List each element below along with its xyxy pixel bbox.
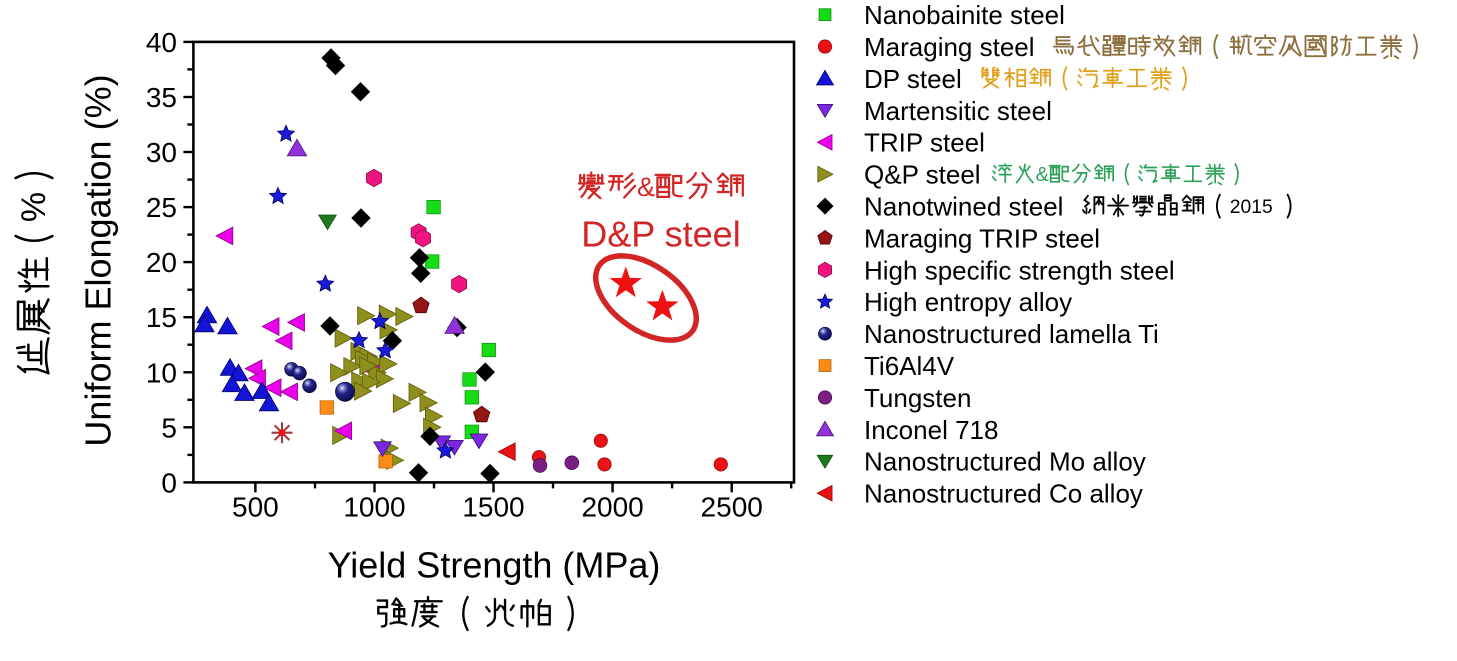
svg-text:TRIP steel: TRIP steel [864,128,985,158]
svg-text:Nanostructured Co alloy: Nanostructured Co alloy [864,479,1143,509]
svg-text:10: 10 [146,357,177,388]
svg-text:20: 20 [146,247,177,278]
svg-text:Nanotwined steel: Nanotwined steel [864,192,1063,222]
svg-text:Nanostructured lamella Ti: Nanostructured lamella Ti [864,319,1159,349]
svg-text:Ti6Al4V: Ti6Al4V [864,351,955,381]
svg-text:25: 25 [146,192,177,223]
svg-text:1500: 1500 [462,492,524,523]
svg-text:Maraging steel: Maraging steel [864,32,1035,62]
svg-text:&: & [1036,164,1050,186]
svg-text:30: 30 [146,137,177,168]
svg-text:5: 5 [161,412,177,443]
svg-text:500: 500 [232,492,279,523]
svg-text:DP steel: DP steel [864,64,962,94]
svg-text:Nanostructured Mo alloy: Nanostructured Mo alloy [864,447,1146,477]
svg-text:Maraging TRIP steel: Maraging TRIP steel [864,223,1100,253]
svg-text:40: 40 [146,27,177,58]
svg-text:2000: 2000 [581,492,643,523]
svg-text:%: % [15,192,53,222]
svg-text:Martensitic steel: Martensitic steel [864,96,1052,126]
svg-text:15: 15 [146,302,177,333]
svg-text:2500: 2500 [701,492,763,523]
svg-text:Q&P steel: Q&P steel [864,160,981,190]
svg-text:D&P steel: D&P steel [581,214,740,255]
svg-text:&: & [637,172,655,202]
svg-text:1000: 1000 [343,492,405,523]
svg-text:35: 35 [146,82,177,113]
svg-text:High specific strength steel: High specific strength steel [864,255,1175,285]
svg-text:Yield Strength (MPa): Yield Strength (MPa) [328,545,661,586]
svg-text:0: 0 [161,467,177,498]
svg-text:Inconel 718: Inconel 718 [864,415,998,445]
svg-text:2015: 2015 [1230,197,1273,218]
svg-text:High entropy alloy: High entropy alloy [864,287,1072,317]
svg-text:Uniform Elongation (%): Uniform Elongation (%) [78,74,119,446]
svg-text:Tungsten: Tungsten [864,383,971,413]
svg-text:Nanobainite steel: Nanobainite steel [864,0,1065,30]
